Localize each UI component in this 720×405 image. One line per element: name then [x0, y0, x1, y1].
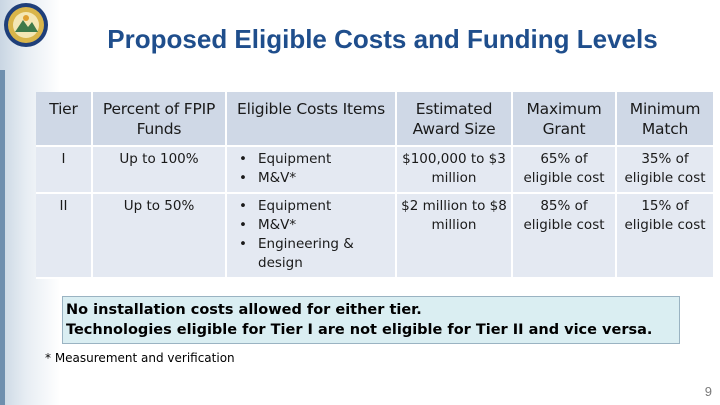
cell-award: $2 million to $8 million [396, 193, 513, 279]
header-percent: Percent of FPIP Funds [92, 92, 227, 147]
cell-percent: Up to 100% [92, 146, 227, 194]
table-row: II Up to 50% • Equipment • M&V* • Engineeri… [36, 193, 715, 279]
page-number: 9 [704, 384, 712, 399]
list-item: • Engineering & design [237, 235, 392, 273]
bullet-icon: • [239, 170, 247, 186]
cell-items: • Equipment • M&V* [226, 146, 397, 194]
item-label: M&V* [258, 170, 297, 186]
item-label: Equipment [258, 151, 332, 167]
bullet-icon: • [239, 198, 247, 214]
cell-percent: Up to 50% [92, 193, 227, 279]
cell-grant: 85% of eligible cost [512, 193, 617, 279]
cell-tier: II [36, 193, 93, 279]
list-item: • M&V* [237, 169, 392, 188]
item-label: Engineering & design [258, 236, 354, 271]
list-item: • M&V* [237, 216, 392, 235]
header-items: Eligible Costs Items [226, 92, 397, 147]
note-box: No installation costs allowed for either… [62, 296, 680, 344]
item-label: M&V* [258, 217, 297, 233]
note-line-2: Technologies eligible for Tier I are not… [66, 322, 653, 338]
header-tier: Tier [36, 92, 93, 147]
header-grant: Maximum Grant [512, 92, 617, 147]
table-row: I Up to 100% • Equipment • M&V* $100,000 t… [36, 146, 715, 194]
header-award: Estimated Award Size [396, 92, 513, 147]
cell-items: • Equipment • M&V* • Engineering & design [226, 193, 397, 279]
note-line-1: No installation costs allowed for either… [66, 302, 422, 318]
cell-grant: 65% of eligible cost [512, 146, 617, 194]
bullet-icon: • [239, 151, 247, 167]
table-header-row: Tier Percent of FPIP Funds Eligible Cost… [36, 92, 715, 147]
state-seal-logo [4, 3, 48, 47]
list-item: • Equipment [237, 197, 392, 216]
footnote: * Measurement and verification [45, 351, 235, 365]
sidebar-accent-line [0, 70, 5, 405]
funding-table: Tier Percent of FPIP Funds Eligible Cost… [36, 92, 715, 279]
cell-award: $100,000 to $3 million [396, 146, 513, 194]
item-label: Equipment [258, 198, 332, 214]
bullet-icon: • [239, 217, 247, 233]
header-match: Minimum Match [616, 92, 715, 147]
page-title: Proposed Eligible Costs and Funding Leve… [107, 24, 658, 54]
cell-tier: I [36, 146, 93, 194]
cell-match: 35% of eligible cost [616, 146, 715, 194]
cell-match: 15% of eligible cost [616, 193, 715, 279]
bullet-icon: • [239, 236, 247, 252]
list-item: • Equipment [237, 150, 392, 169]
